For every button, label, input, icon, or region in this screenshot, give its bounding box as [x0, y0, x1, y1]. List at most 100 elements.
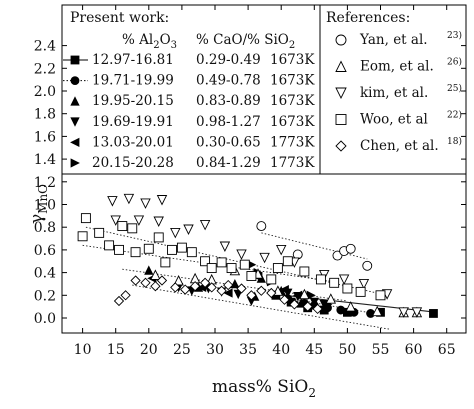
trend-line — [132, 284, 391, 330]
point-triangle-down-open — [259, 252, 270, 264]
point-square-open — [167, 244, 177, 255]
y-tick-label: 1.0 — [34, 198, 56, 214]
y-axis: 0.0 0.2 0.4 0.6 0.8 1.0 1.2 1.4 1.6 1.8 2.0 2.2 2.4 — [34, 39, 466, 327]
y-axis-title: γMnO — [27, 184, 50, 224]
data-points — [77, 193, 438, 318]
x-tick-label: 30 — [206, 342, 224, 358]
legend-al2o3-range: 19.69-19.91 — [92, 114, 174, 130]
x-tick-label: 50 — [338, 342, 356, 358]
point-square-open — [104, 240, 115, 251]
trend-line — [85, 226, 388, 296]
present-work-title: Present work: — [70, 10, 169, 26]
y-tick-label: 2.4 — [34, 39, 56, 55]
point-triangle-down-open — [156, 195, 168, 206]
point-diamond-open — [140, 277, 151, 288]
legend-marker-circle-open — [335, 34, 347, 46]
point-triangle-left-filled — [223, 288, 233, 298]
legend-reference-name: Yan, et al. — [359, 32, 428, 48]
point-square-open — [186, 247, 197, 258]
present-work-header-al2o3: % Al2O3 — [122, 32, 177, 51]
point-square-open — [272, 263, 283, 274]
point-triangle-down-open — [107, 196, 118, 207]
legend-reference-number: 26) — [447, 57, 462, 68]
point-square-open — [299, 266, 310, 277]
point-diamond-open — [216, 285, 227, 296]
legend-divider — [62, 5, 466, 175]
x-tick-label: 10 — [74, 342, 92, 358]
point-square-open — [77, 231, 88, 242]
y-tick-label: 0.0 — [34, 311, 56, 327]
x-tick-label: 25 — [173, 342, 191, 358]
point-triangle-down-filled — [309, 297, 319, 307]
point-triangle-down-open — [133, 215, 145, 226]
point-triangle-up-open — [299, 288, 310, 300]
point-square-open — [266, 274, 277, 285]
legend-temperature: 1773K — [270, 155, 315, 171]
point-square-filled — [429, 309, 438, 318]
y-tick-label: 1.4 — [34, 152, 56, 168]
point-triangle-down-open — [411, 307, 423, 318]
legend-temperature: 1773K — [270, 134, 315, 150]
point-square-open — [329, 277, 340, 288]
point-triangle-down-open — [123, 193, 135, 205]
point-diamond-open — [113, 295, 125, 307]
legend-marker-triangle-left-filled — [70, 137, 80, 148]
legend-ratio-range: 0.49-0.78 — [196, 73, 261, 89]
present-work-header-ratio: % CaO/% SiO2 — [196, 32, 295, 51]
legend-reference-number: 18) — [447, 136, 462, 147]
svg-text:γMnO: γMnO — [27, 184, 50, 224]
point-square-open — [246, 271, 257, 281]
point-triangle-down-open — [398, 307, 409, 318]
point-triangle-up-open — [325, 293, 337, 304]
x-tick-label: 45 — [305, 342, 323, 358]
point-triangle-up-open — [173, 274, 184, 286]
legend-marker-circle-filled — [70, 76, 80, 85]
point-triangle-down-open — [219, 241, 231, 253]
point-diamond-open — [289, 299, 300, 310]
point-square-open — [200, 256, 211, 267]
y-axis-title-main: γ — [27, 214, 47, 224]
point-diamond-open — [246, 290, 257, 301]
point-triangle-up-open — [345, 301, 356, 312]
point-diamond-open — [189, 281, 201, 292]
point-square-open — [315, 274, 326, 285]
y-tick-label: 1.8 — [34, 107, 56, 123]
legend-reference-number: 22) — [447, 110, 462, 121]
point-diamond-open — [266, 287, 277, 299]
x-axis: 10 15 20 25 30 35 40 45 50 55 60 65 — [74, 5, 456, 358]
y-tick-label: 0.4 — [34, 266, 56, 282]
point-diamond-open — [223, 279, 234, 291]
point-diamond-open — [170, 282, 181, 293]
legend-marker-triangle-up-filled — [70, 96, 80, 106]
point-square-open — [355, 286, 366, 297]
point-diamond-open — [120, 290, 131, 301]
legend-reference-number: 23) — [447, 30, 462, 41]
point-triangle-down-open — [183, 224, 194, 236]
x-tick-label: 40 — [272, 342, 290, 358]
point-triangle-down-open — [338, 274, 350, 285]
point-square-open — [160, 257, 171, 268]
point-circle-filled — [336, 305, 346, 315]
legend-temperature: 1673K — [270, 52, 315, 68]
y-axis-title-sub: MnO — [36, 184, 50, 214]
point-triangle-down-open — [140, 198, 151, 209]
legend-reference-name: kim, et al. — [360, 85, 428, 101]
point-square-open — [342, 283, 353, 294]
legend-temperature: 1673K — [270, 114, 315, 130]
point-square-open — [226, 263, 237, 274]
references-title: References: — [326, 10, 410, 26]
point-square-open — [117, 221, 128, 232]
point-triangle-up-open — [371, 305, 383, 317]
plot-frame — [61, 4, 467, 334]
legend-reference-name: Woo, et al — [360, 112, 428, 128]
point-triangle-down-open — [236, 249, 247, 260]
legend-al2o3-range: 19.71-19.99 — [92, 73, 174, 89]
legend-ratio-range: 0.98-1.27 — [196, 114, 261, 130]
point-triangle-down-open — [275, 244, 287, 256]
point-triangle-up-filled — [296, 298, 306, 308]
point-square-open — [282, 256, 293, 267]
x-tick-label: 35 — [239, 342, 257, 358]
legend-marker-diamond-open — [335, 140, 347, 152]
point-triangle-up-filled — [230, 279, 240, 289]
legend-temperature: 1673K — [270, 93, 315, 109]
